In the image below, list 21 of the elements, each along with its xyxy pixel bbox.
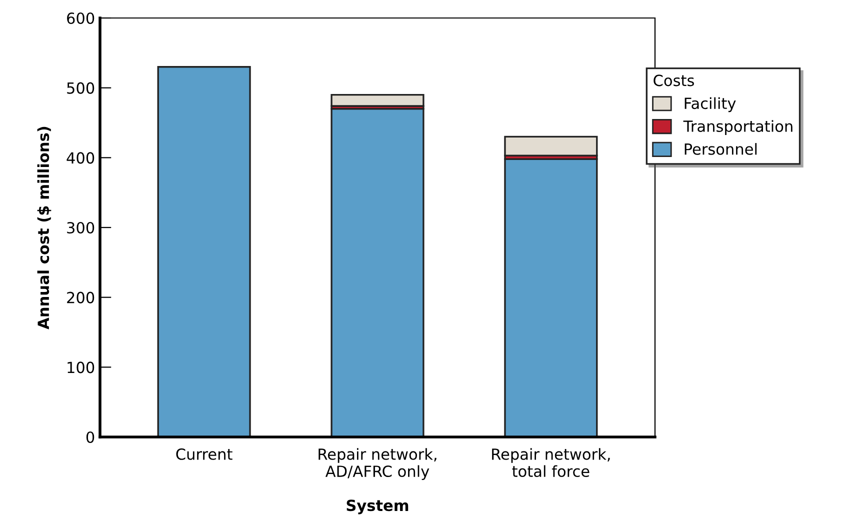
y-tick-label: 400 [66, 152, 94, 164]
y-tick-label: 300 [67, 222, 94, 234]
legend-title: Costs [654, 74, 694, 86]
x-tick-label: Current [176, 448, 232, 460]
bar [330, 94, 424, 107]
y-tick-label: 0 [86, 431, 94, 444]
y-axis-title: Annual cost ($ millions) [37, 126, 52, 330]
legend-label: Personnel [684, 143, 757, 155]
x-tick-label: Repair network, AD/AFRC only [318, 448, 436, 480]
x-tick-label: Repair network, total force [492, 448, 610, 478]
y-tick-label: 200 [67, 292, 94, 304]
bar [504, 136, 598, 156]
x-axis-title: System [346, 500, 408, 514]
y-tick-label: 600 [67, 12, 94, 24]
bar [504, 158, 598, 437]
bar [330, 108, 424, 437]
legend-label: Transportation [683, 120, 792, 135]
y-tick-label: 100 [68, 362, 94, 374]
legend-label: Facility [684, 97, 736, 112]
y-tick-label: 500 [67, 82, 94, 94]
bar [157, 66, 251, 437]
